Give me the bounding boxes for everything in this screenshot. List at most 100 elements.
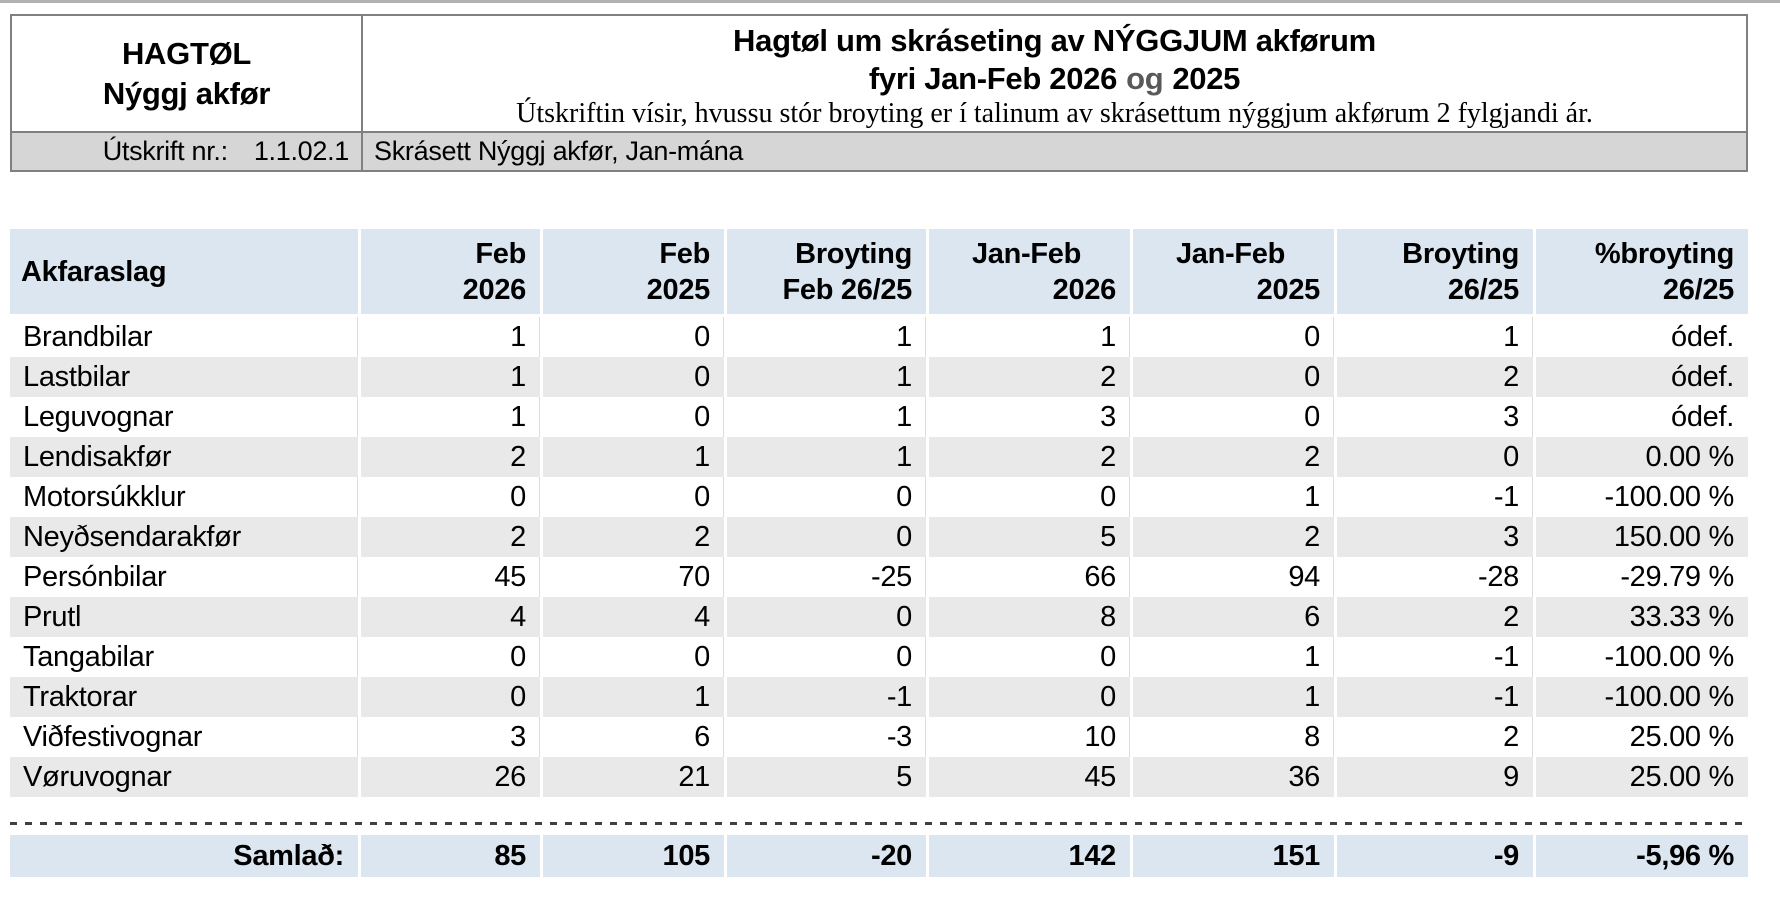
cell-value: 0 (543, 477, 727, 517)
column-header-broyting-feb-26-25: Broyting Feb 26/25 (727, 229, 929, 317)
column-header-line2: 2025 (1256, 273, 1321, 306)
column-header-jan-feb-2026: Jan-Feb 2026 (929, 229, 1133, 317)
cell-value: -1 (1337, 477, 1536, 517)
row-label: Lastbilar (10, 357, 361, 397)
cell-value: ódef. (1536, 397, 1748, 437)
cell-value: -29.79 % (1536, 557, 1748, 597)
cell-value: 1 (1337, 317, 1536, 357)
cell-value: 10 (929, 717, 1133, 757)
cell-value: 2 (361, 437, 543, 477)
cell-value: ódef. (1536, 317, 1748, 357)
table-row: Leguvognar 1 0 1 3 0 3 ódef. (10, 397, 1748, 437)
table-row: Traktorar 0 1 -1 0 1 -1 -100.00 % (10, 677, 1748, 717)
table-total-row: Samlað: 85 105 -20 142 151 -9 -5,96 % (10, 835, 1748, 877)
table-row: Lendisakfør 2 1 1 2 2 0 0.00 % (10, 437, 1748, 477)
cell-value: 3 (929, 397, 1133, 437)
cell-value: 0 (929, 637, 1133, 677)
cell-value: 2 (1337, 357, 1536, 397)
cell-value: 0 (727, 477, 929, 517)
cell-value: 0 (361, 477, 543, 517)
cell-value: 26 (361, 757, 543, 797)
cell-value: 6 (1133, 597, 1337, 637)
cell-value: 1 (543, 437, 727, 477)
cell-value: 3 (361, 717, 543, 757)
cell-value: 1 (727, 437, 929, 477)
brand-line-2: Nýggj akfør (102, 75, 271, 111)
report-meta-band: Útskrift nr.: 1.1.02.1 Skrásett Nýggj ak… (12, 131, 1746, 170)
band-description: Skrásett Nýggj akfør, Jan-mána (374, 136, 744, 166)
print-number-value: 1.1.02.1 (253, 136, 349, 166)
row-label: Tangabilar (10, 637, 361, 677)
total-value: 142 (929, 835, 1133, 877)
cell-value: 66 (929, 557, 1133, 597)
column-header-line1: Akfaraslag (21, 255, 167, 288)
total-value: -9 (1337, 835, 1536, 877)
band-description-cell: Skrásett Nýggj akfør, Jan-mána (363, 133, 1746, 170)
total-value: 105 (543, 835, 727, 877)
report-title-cell: Hagtøl um skráseting av NÝGGJUM akførum … (363, 16, 1746, 131)
cell-value: 0 (727, 637, 929, 677)
report-subtitle: Útskriftin vísir, hvussu stór broyting e… (516, 98, 1593, 129)
cell-value: 25.00 % (1536, 757, 1748, 797)
column-header-line2: 26/25 (1447, 273, 1519, 306)
row-label: Persónbilar (10, 557, 361, 597)
cell-value: 2 (929, 437, 1133, 477)
column-header-broyting-26-25: Broyting 26/25 (1337, 229, 1536, 317)
total-value: 151 (1133, 835, 1337, 877)
cell-value: 2 (1337, 717, 1536, 757)
cell-value: 0 (1133, 317, 1337, 357)
cell-value: 45 (361, 557, 543, 597)
cell-value: 6 (543, 717, 727, 757)
page-top-divider (0, 0, 1780, 3)
total-label: Samlað: (10, 835, 361, 877)
cell-value: 0 (543, 317, 727, 357)
print-number-label: Útskrift nr.: (102, 136, 228, 166)
table-row: Prutl 4 4 0 8 6 2 33.33 % (10, 597, 1748, 637)
report-brand-cell: HAGTØL Nýggj akfør (12, 16, 363, 131)
column-header-akfaraslag: Akfaraslag (10, 229, 361, 317)
cell-value: 1 (727, 317, 929, 357)
cell-value: ódef. (1536, 357, 1748, 397)
cell-value: 1 (1133, 637, 1337, 677)
cell-value: 0 (1133, 357, 1337, 397)
row-label: Brandbilar (10, 317, 361, 357)
cell-value: 2 (361, 517, 543, 557)
table-header-row: Akfaraslag Feb 2026 Feb 2025 Broyting Feb 26/2… (10, 229, 1748, 317)
cell-value: 0 (543, 397, 727, 437)
cell-value: -1 (1337, 637, 1536, 677)
period-og: og (1126, 61, 1164, 96)
cell-value: 1 (361, 357, 543, 397)
cell-value: 33.33 % (1536, 597, 1748, 637)
cell-value: 2 (1337, 597, 1536, 637)
period-before: fyri Jan-Feb 2026 (868, 61, 1118, 96)
column-header-line1: Jan-Feb (971, 237, 1082, 270)
row-label: Vøruvognar (10, 757, 361, 797)
cell-value: -1 (1337, 677, 1536, 717)
brand-line-1: HAGTØL (121, 35, 252, 71)
cell-value: 1 (1133, 677, 1337, 717)
print-number-cell: Útskrift nr.: 1.1.02.1 (12, 133, 363, 170)
cell-value: 1 (929, 317, 1133, 357)
cell-value: 4 (543, 597, 727, 637)
cell-value: 0 (361, 637, 543, 677)
total-value: -5,96 % (1536, 835, 1748, 877)
period-after: 2025 (1172, 61, 1241, 96)
row-label: Neyðsendarakfør (10, 517, 361, 557)
report-title: Hagtøl um skráseting av NÝGGJUM akførum (733, 23, 1376, 58)
cell-value: 2 (929, 357, 1133, 397)
cell-value: 0 (1337, 437, 1536, 477)
column-header-line1: %broyting (1594, 237, 1734, 270)
table-row: Vøruvognar 26 21 5 45 36 9 25.00 % (10, 757, 1748, 797)
report-header-box: HAGTØL Nýggj akfør Hagtøl um skráseting … (10, 14, 1748, 172)
cell-value: 0 (1133, 397, 1337, 437)
cell-value: 1 (727, 357, 929, 397)
column-header-line2: Feb 26/25 (782, 273, 913, 306)
row-label: Viðfestivognar (10, 717, 361, 757)
cell-value: 0 (543, 637, 727, 677)
cell-value: 0 (543, 357, 727, 397)
column-header-line1: Jan-Feb (1175, 237, 1286, 270)
total-separator-dashed-line (10, 822, 1748, 825)
cell-value: 21 (543, 757, 727, 797)
cell-value: 70 (543, 557, 727, 597)
total-value: 85 (361, 835, 543, 877)
